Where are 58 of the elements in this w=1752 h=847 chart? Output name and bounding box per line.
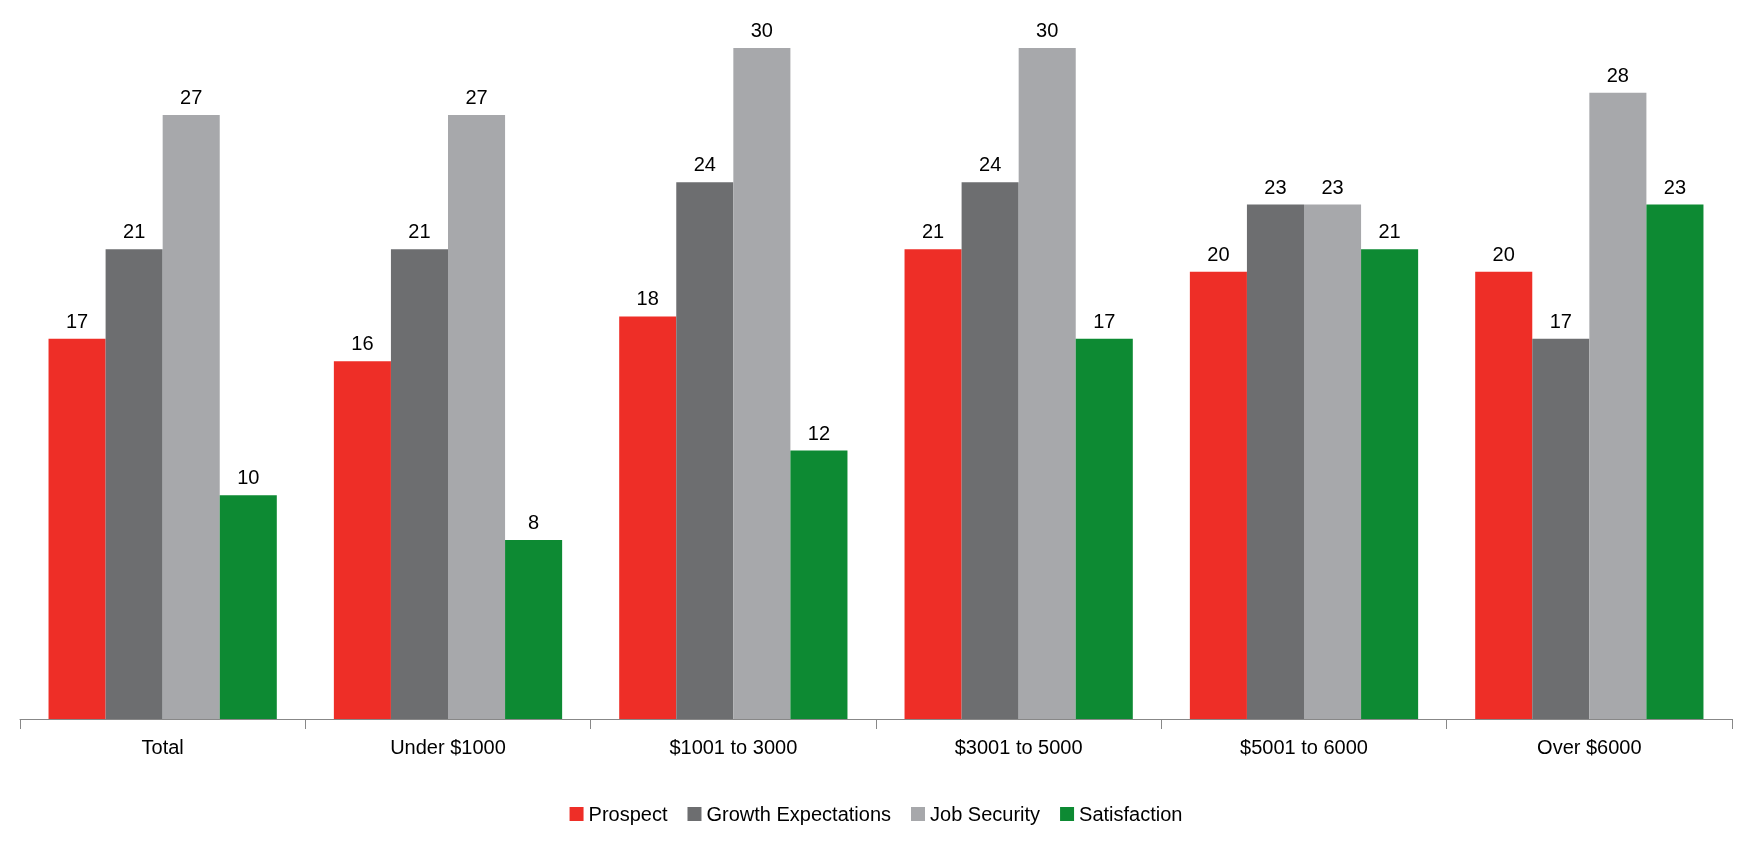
x-tick-label: Total	[141, 736, 184, 758]
bar	[390, 249, 448, 719]
data-label: 17	[1549, 309, 1572, 332]
data-label: 17	[65, 309, 89, 332]
data-label: 20	[1207, 242, 1230, 265]
x-tick-label: $3001 to 5000	[954, 736, 1083, 758]
bar	[619, 316, 677, 719]
bar	[219, 495, 277, 719]
bar	[333, 361, 391, 719]
data-label: 21	[1378, 220, 1401, 243]
data-label: 28	[1606, 63, 1629, 86]
bar	[1646, 204, 1704, 719]
bar	[1189, 271, 1247, 719]
x-tick-label: Over $6000	[1537, 736, 1642, 758]
bar	[1246, 204, 1304, 719]
bar	[1475, 271, 1533, 719]
bar	[48, 338, 106, 719]
x-tick-label: $1001 to 3000	[669, 736, 798, 758]
bar	[448, 115, 506, 719]
bar	[904, 249, 962, 719]
data-label: 8	[528, 511, 540, 534]
legend-label: Prospect	[588, 803, 668, 825]
data-label: 27	[180, 86, 203, 109]
bar	[505, 540, 563, 719]
legend-label: Satisfaction	[1079, 803, 1183, 825]
data-label: 27	[465, 86, 488, 109]
data-label: 21	[123, 220, 146, 243]
bar	[790, 450, 848, 719]
legend-label: Job Security	[930, 803, 1041, 825]
bar	[1532, 338, 1590, 719]
bar	[1304, 204, 1362, 719]
data-label: 23	[1663, 175, 1687, 198]
data-label: 23	[1264, 175, 1287, 198]
data-label: 30	[1036, 19, 1059, 41]
data-label: 18	[636, 287, 659, 310]
data-label: 17	[1093, 309, 1116, 332]
data-label: 24	[693, 153, 716, 176]
bar	[733, 48, 791, 719]
bar	[1589, 92, 1647, 719]
data-label: 23	[1321, 175, 1344, 198]
data-label: 12	[807, 421, 831, 444]
data-label: 10	[237, 466, 260, 489]
bar	[105, 249, 163, 719]
bar	[162, 115, 220, 719]
data-label: 24	[979, 153, 1002, 176]
data-label: 16	[351, 332, 374, 355]
legend-label: Growth Expectations	[706, 803, 892, 825]
bar	[1018, 48, 1076, 719]
data-label: 20	[1492, 242, 1515, 265]
x-tick-label: Under $1000	[390, 736, 506, 758]
bar	[961, 182, 1019, 719]
bar	[1075, 338, 1133, 719]
bar	[676, 182, 734, 719]
bar	[1361, 249, 1419, 719]
data-label: 30	[750, 19, 773, 41]
data-label: 21	[408, 220, 431, 243]
data-label: 21	[921, 220, 945, 243]
x-tick-label: $5001 to 6000	[1240, 736, 1368, 758]
